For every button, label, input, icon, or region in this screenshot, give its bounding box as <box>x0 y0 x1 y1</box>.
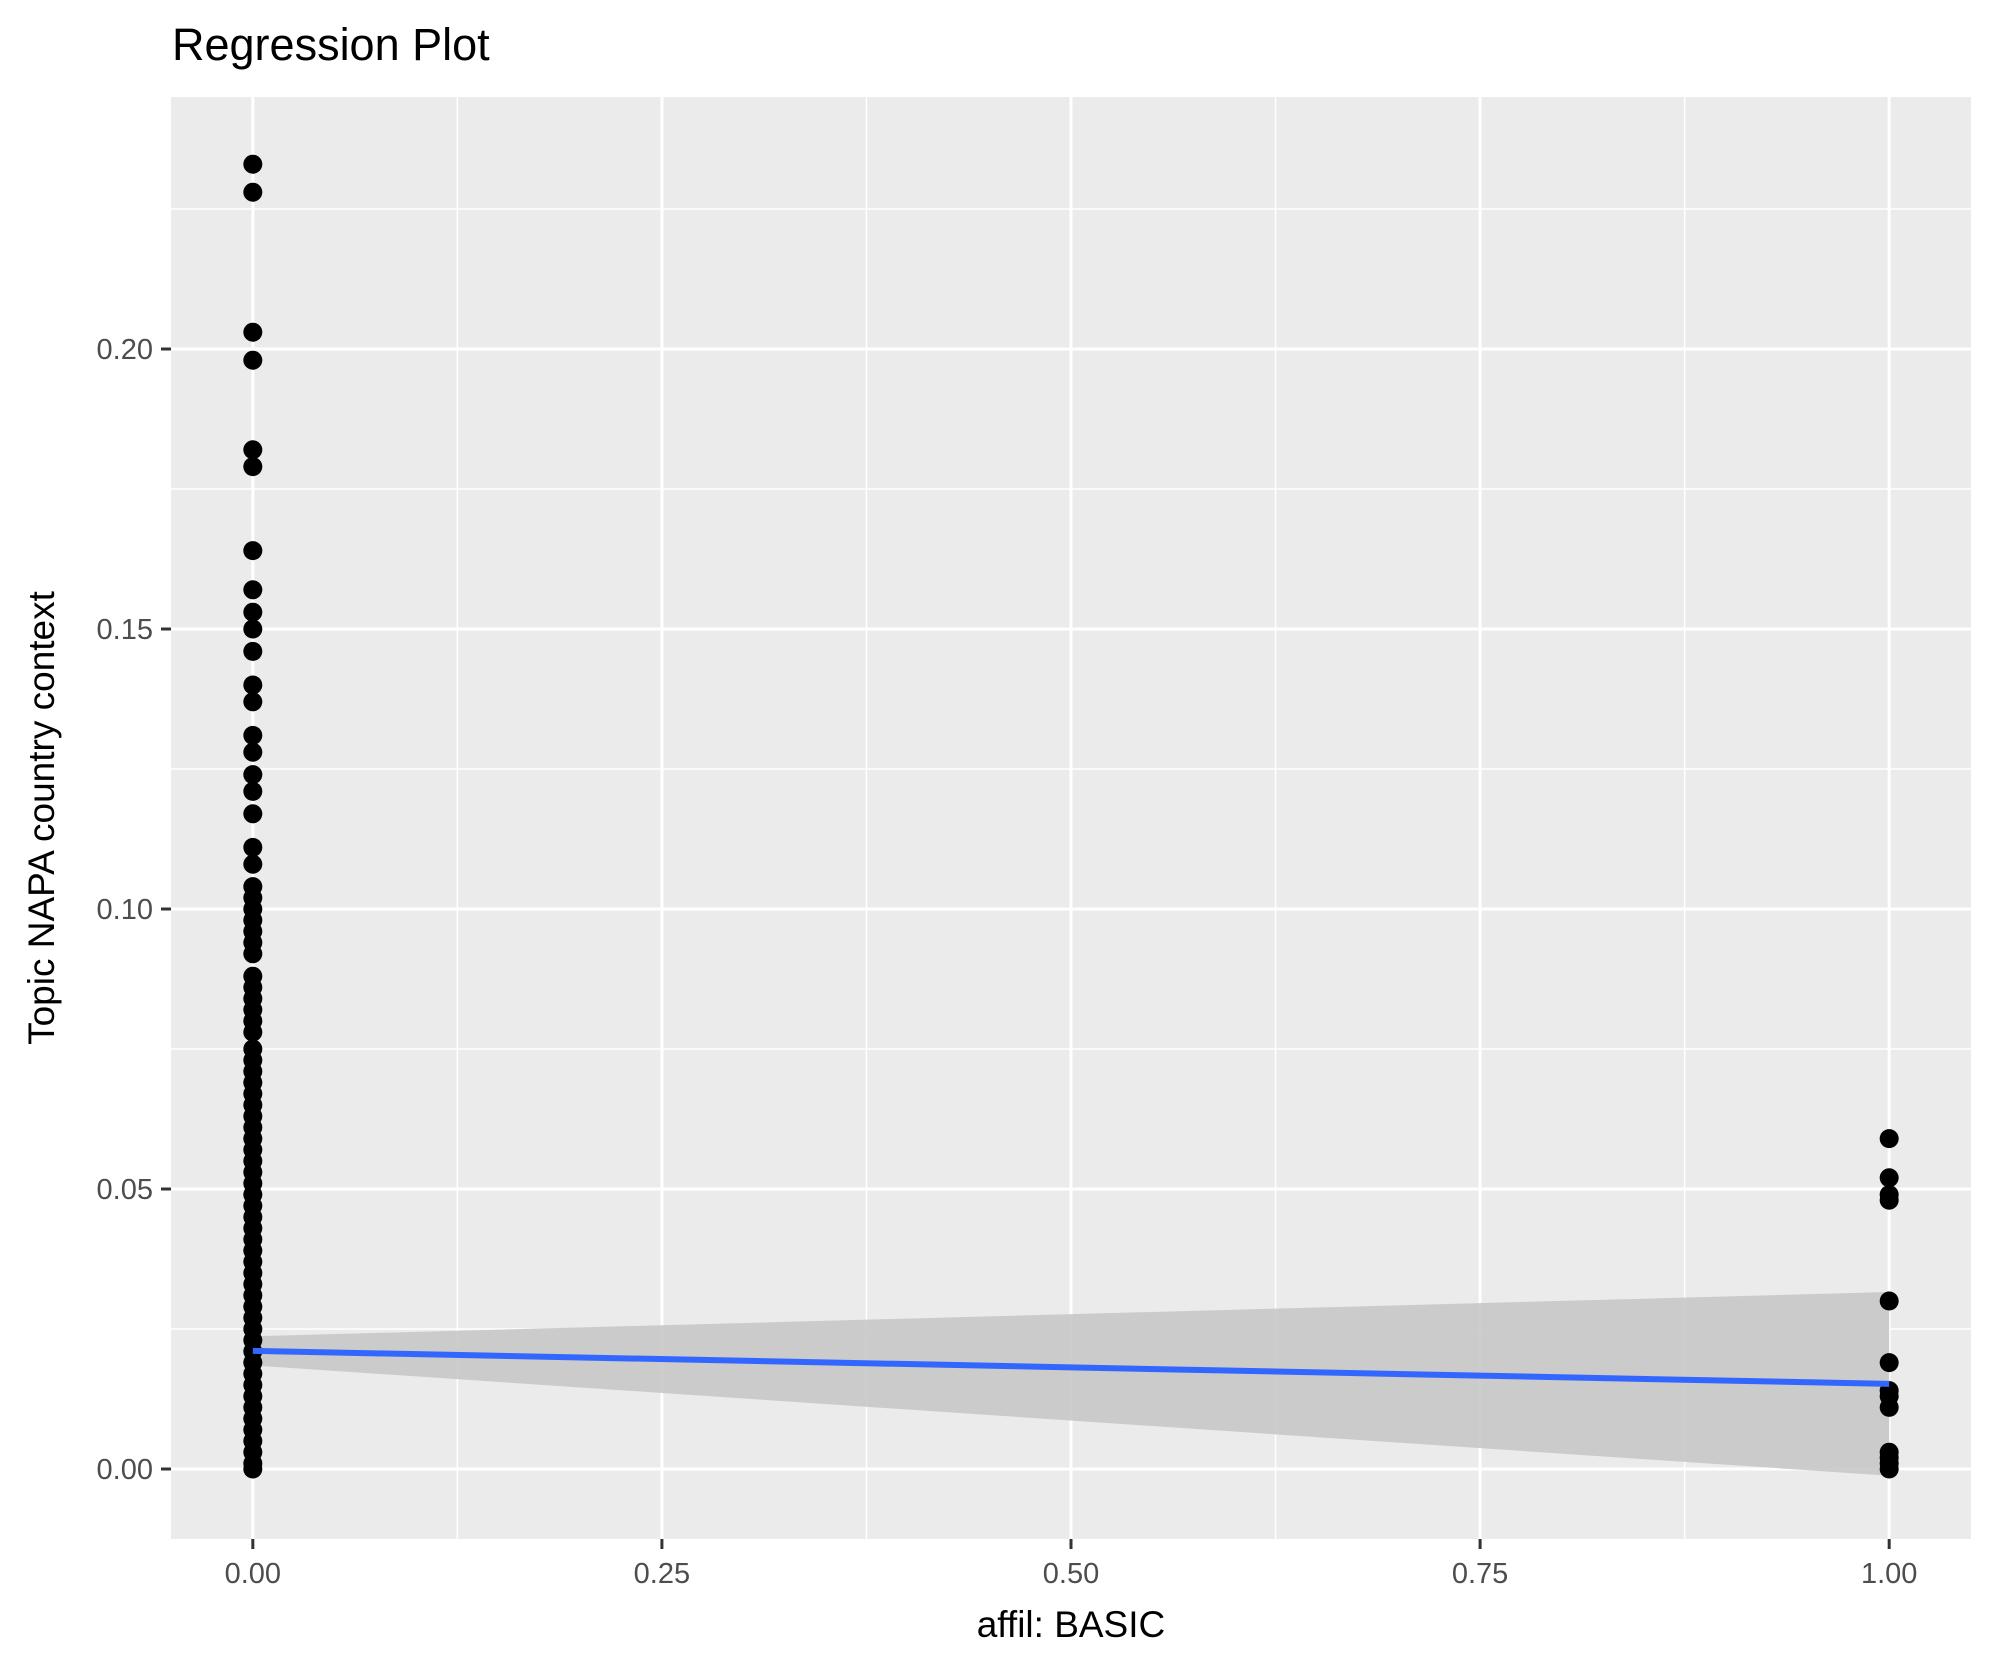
data-point-x0 <box>243 725 263 745</box>
y-tick-label: 0.20 <box>97 334 153 366</box>
data-point-x0 <box>243 154 263 174</box>
data-point-x0 <box>243 1022 263 1042</box>
x-tick-label: 0.75 <box>1452 1558 1508 1590</box>
x-tick-label: 1.00 <box>1861 1558 1917 1590</box>
data-point-x0 <box>243 742 263 762</box>
y-axis-ticks: 0.00 0.05 0.10 0.15 0.20 <box>97 334 171 1486</box>
data-point-x0 <box>243 602 263 622</box>
data-point-x0 <box>243 541 263 561</box>
data-point-x1 <box>1879 1168 1899 1188</box>
points-group-x1 <box>1879 1129 1899 1479</box>
data-point-x0 <box>243 804 263 824</box>
points-group-x0 <box>243 154 263 1479</box>
data-point-x0 <box>243 580 263 600</box>
data-point-x0 <box>243 182 263 202</box>
data-point-x0 <box>243 837 263 857</box>
data-point-x0 <box>243 350 263 370</box>
data-point-x0 <box>243 944 263 964</box>
data-point-x1 <box>1879 1190 1899 1210</box>
data-point-x0 <box>243 322 263 342</box>
y-tick-label: 0.05 <box>97 1174 153 1206</box>
data-point-x1 <box>1879 1129 1899 1149</box>
y-tick-label: 0.00 <box>97 1454 153 1486</box>
y-axis-title: Topic NAPA country context <box>21 590 62 1045</box>
data-point-x1 <box>1879 1397 1899 1417</box>
data-point-x0 <box>243 854 263 874</box>
x-tick-label: 0.00 <box>225 1558 281 1590</box>
chart-title: Regression Plot <box>172 19 490 70</box>
confidence-band <box>252 1292 1890 1476</box>
data-point-x1 <box>1879 1291 1899 1311</box>
data-point-x0 <box>243 641 263 661</box>
regression-line <box>252 1347 1890 1387</box>
data-point-x0 <box>243 619 263 639</box>
data-point-x0 <box>243 440 263 460</box>
data-point-x0 <box>243 692 263 712</box>
data-point-x0 <box>243 781 263 801</box>
x-tick-label: 0.50 <box>1043 1558 1099 1590</box>
data-point-x0 <box>243 457 263 477</box>
y-tick-label: 0.10 <box>97 894 153 926</box>
x-axis-ticks: 0.00 0.25 0.50 0.75 1.00 <box>225 1539 1917 1590</box>
data-point-x0 <box>243 1459 263 1479</box>
x-tick-label: 0.25 <box>634 1558 690 1590</box>
y-tick-label: 0.15 <box>97 614 153 646</box>
data-point-x0 <box>243 765 263 785</box>
data-point-x1 <box>1879 1353 1899 1373</box>
x-axis-title: affil: BASIC <box>977 1604 1166 1645</box>
data-point-x0 <box>243 675 263 695</box>
data-point-x1 <box>1879 1459 1899 1479</box>
